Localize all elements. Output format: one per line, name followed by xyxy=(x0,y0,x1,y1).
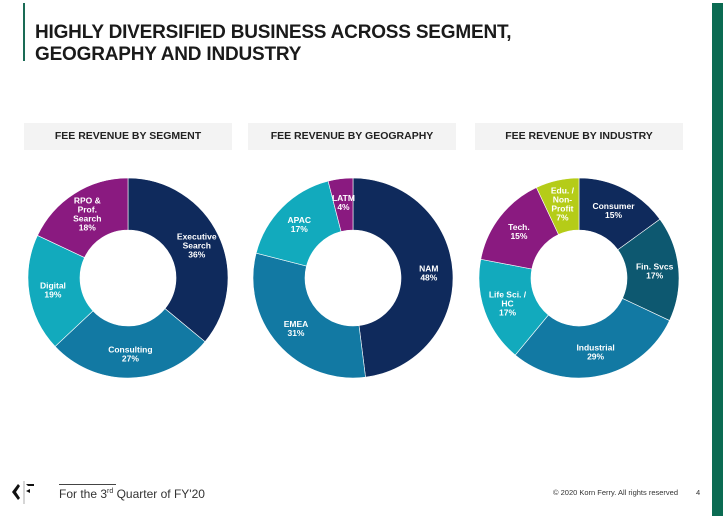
industry-chart-title: FEE REVENUE BY INDUSTRY xyxy=(475,123,683,150)
donut-label-tech: Tech. 15% xyxy=(508,222,530,241)
geography-chart-title: FEE REVENUE BY GEOGRAPHY xyxy=(248,123,456,150)
page-title-line1: HIGHLY DIVERSIFIED BUSINESS ACROSS SEGME… xyxy=(35,22,512,43)
donut-slice-emea xyxy=(252,252,366,379)
donut-label-edu-non-profit: Edu. / Non-Profit 7% xyxy=(551,185,575,222)
korn-ferry-logo-icon xyxy=(12,481,34,504)
donut-slice-latm xyxy=(327,177,354,232)
donut-label-fin-svcs: Fin. Svcs 17% xyxy=(636,261,674,280)
page-number: 4 xyxy=(696,488,701,497)
donut-label-rpo-prof-search: RPO & Prof. Search 18% xyxy=(73,195,101,232)
donut-slice-nam xyxy=(352,177,454,378)
donut-label-executive-search: Executive Search 36% xyxy=(177,232,217,260)
industry-donut-chart: Consumer 15% Fin. Svcs 17% Industrial 29% Life… xyxy=(478,177,680,379)
donut-slice-digital xyxy=(27,235,94,347)
donut-slice-executive-search xyxy=(127,177,229,343)
footer-period-note: For the 3rd Quarter of FY'20 xyxy=(59,487,205,501)
donut-label-consulting: Consulting 27% xyxy=(108,344,152,363)
title-accent-bar xyxy=(23,3,25,61)
donut-label-digital: Digital 19% xyxy=(40,280,66,299)
segment-donut-chart: Executive Search 36% Consulting 27% Digital 19… xyxy=(27,177,229,379)
page-title-line2: GEOGRAPHY AND INDUSTRY xyxy=(35,44,302,65)
page-title: HIGHLY DIVERSIFIED BUSINESS ACROSS SEGME… xyxy=(35,22,512,66)
donut-slice-edu-non-profit xyxy=(536,177,580,235)
donut-label-apac: APAC 17% xyxy=(288,215,311,234)
donut-label-latm: LATM 4% xyxy=(332,193,355,212)
donut-slice-industrial xyxy=(514,298,670,379)
footer-rule xyxy=(59,484,116,485)
brand-side-bar xyxy=(712,3,723,516)
copyright-text: © 2020 Korn Ferry. All rights reserved xyxy=(553,488,679,497)
segment-chart-title: FEE REVENUE BY SEGMENT xyxy=(24,123,232,150)
donut-label-industrial: Industrial 29% xyxy=(576,343,614,362)
donut-label-consumer: Consumer 15% xyxy=(592,201,635,220)
donut-slice-rpo-prof-search xyxy=(37,177,129,258)
donut-label-life-sci-hc: Life Sci. / HC 17% xyxy=(489,290,527,318)
donut-label-emea: EMEA 31% xyxy=(284,319,309,338)
donut-slice-consulting xyxy=(54,308,206,379)
geography-donut-chart: NAM 48% EMEA 31% APAC 17% LATM 4% xyxy=(252,177,454,379)
donut-label-nam: NAM 48% xyxy=(419,264,438,283)
